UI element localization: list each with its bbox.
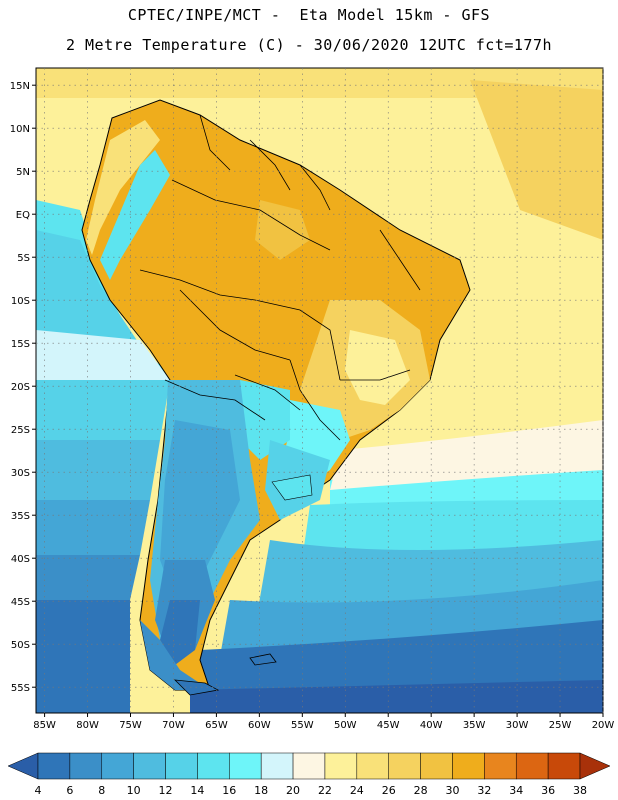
legend-arrow-low [7, 752, 39, 780]
lon-label: 65W [205, 720, 228, 731]
legend-label: 28 [414, 784, 428, 797]
lon-label: 20W [592, 720, 615, 731]
lat-label: 25S [11, 425, 30, 436]
graticule [36, 68, 604, 713]
longitude-labels: 85W 80W 75W 70W 65W 60W 55W 50W 45W 40W 35W 30W 25W 2… [33, 713, 614, 731]
legend-label: 12 [159, 784, 173, 797]
legend-color-cell [69, 752, 103, 780]
legend-color-cell [197, 752, 230, 780]
legend-color-cell [420, 752, 453, 780]
legend-label: 4 [35, 784, 42, 797]
legend-label: 8 [98, 784, 105, 797]
legend-label: 32 [477, 784, 491, 797]
lon-label: 30W [506, 720, 529, 731]
legend-label: 36 [541, 784, 555, 797]
lon-label: 55W [291, 720, 314, 731]
color-legend: 4 6 8 10 12 14 16 18 20 22 24 26 28 30 32 34 36 38 [7, 752, 611, 797]
legend-color-cell [388, 752, 421, 780]
lat-label: 15S [11, 339, 30, 350]
legend-color-cell [452, 752, 485, 780]
legend-color-cell [101, 752, 134, 780]
lon-label: 70W [162, 720, 185, 731]
legend-color-cell [356, 752, 389, 780]
lat-label: 5N [16, 167, 30, 178]
lat-label: 10N [10, 124, 30, 135]
legend-color-cell [515, 752, 549, 780]
legend-color-cell [484, 752, 517, 780]
latitude-labels: 15N 10N 5N EQ 5S 10S 15S 20S 25S 30S 35S 40S 45S 50S 5… [10, 81, 36, 694]
lat-label: 20S [11, 382, 30, 393]
lon-label: 35W [463, 720, 486, 731]
temperature-field [36, 68, 603, 713]
legend-label: 16 [222, 784, 236, 797]
legend-label: 14 [190, 784, 204, 797]
lon-label: 25W [549, 720, 572, 731]
lon-label: 60W [248, 720, 271, 731]
legend-arrow-high [579, 752, 611, 780]
lat-label: 55S [11, 683, 30, 694]
lon-label: 75W [119, 720, 142, 731]
lat-label: 15N [10, 81, 30, 92]
legend-label: 6 [66, 784, 73, 797]
legend-label: 24 [350, 784, 364, 797]
legend-label: 18 [254, 784, 268, 797]
map-frame [35, 67, 604, 714]
legend-color-cell [165, 752, 198, 780]
legend-label: 26 [382, 784, 396, 797]
lat-label: 35S [11, 511, 30, 522]
legend-color-cell [229, 752, 262, 780]
chart-title-line-2: 2 Metre Temperature (C) - 30/06/2020 12U… [65, 36, 553, 54]
lat-label: 45S [11, 597, 30, 608]
lat-label: 30S [11, 468, 30, 479]
legend-label: 30 [445, 784, 459, 797]
lat-label: 5S [17, 253, 30, 264]
lon-label: 50W [334, 720, 357, 731]
legend-label: 22 [318, 784, 332, 797]
legend-label: 38 [573, 784, 587, 797]
legend-color-cell [133, 752, 166, 780]
legend-label: 20 [286, 784, 300, 797]
lat-label: EQ [16, 210, 30, 221]
lat-label: 10S [11, 296, 30, 307]
legend-color-cell [292, 752, 326, 780]
lon-label: 85W [33, 720, 56, 731]
legend-label: 34 [509, 784, 523, 797]
legend-color-cell [260, 752, 294, 780]
chart-title-line-1: CPTEC/INPE/MCT - Eta Model 15km - GFS [127, 6, 491, 24]
lat-label: 40S [11, 554, 30, 565]
lon-label: 40W [420, 720, 443, 731]
lon-label: 80W [76, 720, 99, 731]
legend-label: 10 [127, 784, 141, 797]
legend-color-cell [37, 752, 71, 780]
lat-label: 50S [11, 640, 30, 651]
lon-label: 45W [377, 720, 400, 731]
legend-color-cell [547, 752, 581, 780]
legend-color-cell [324, 752, 358, 780]
